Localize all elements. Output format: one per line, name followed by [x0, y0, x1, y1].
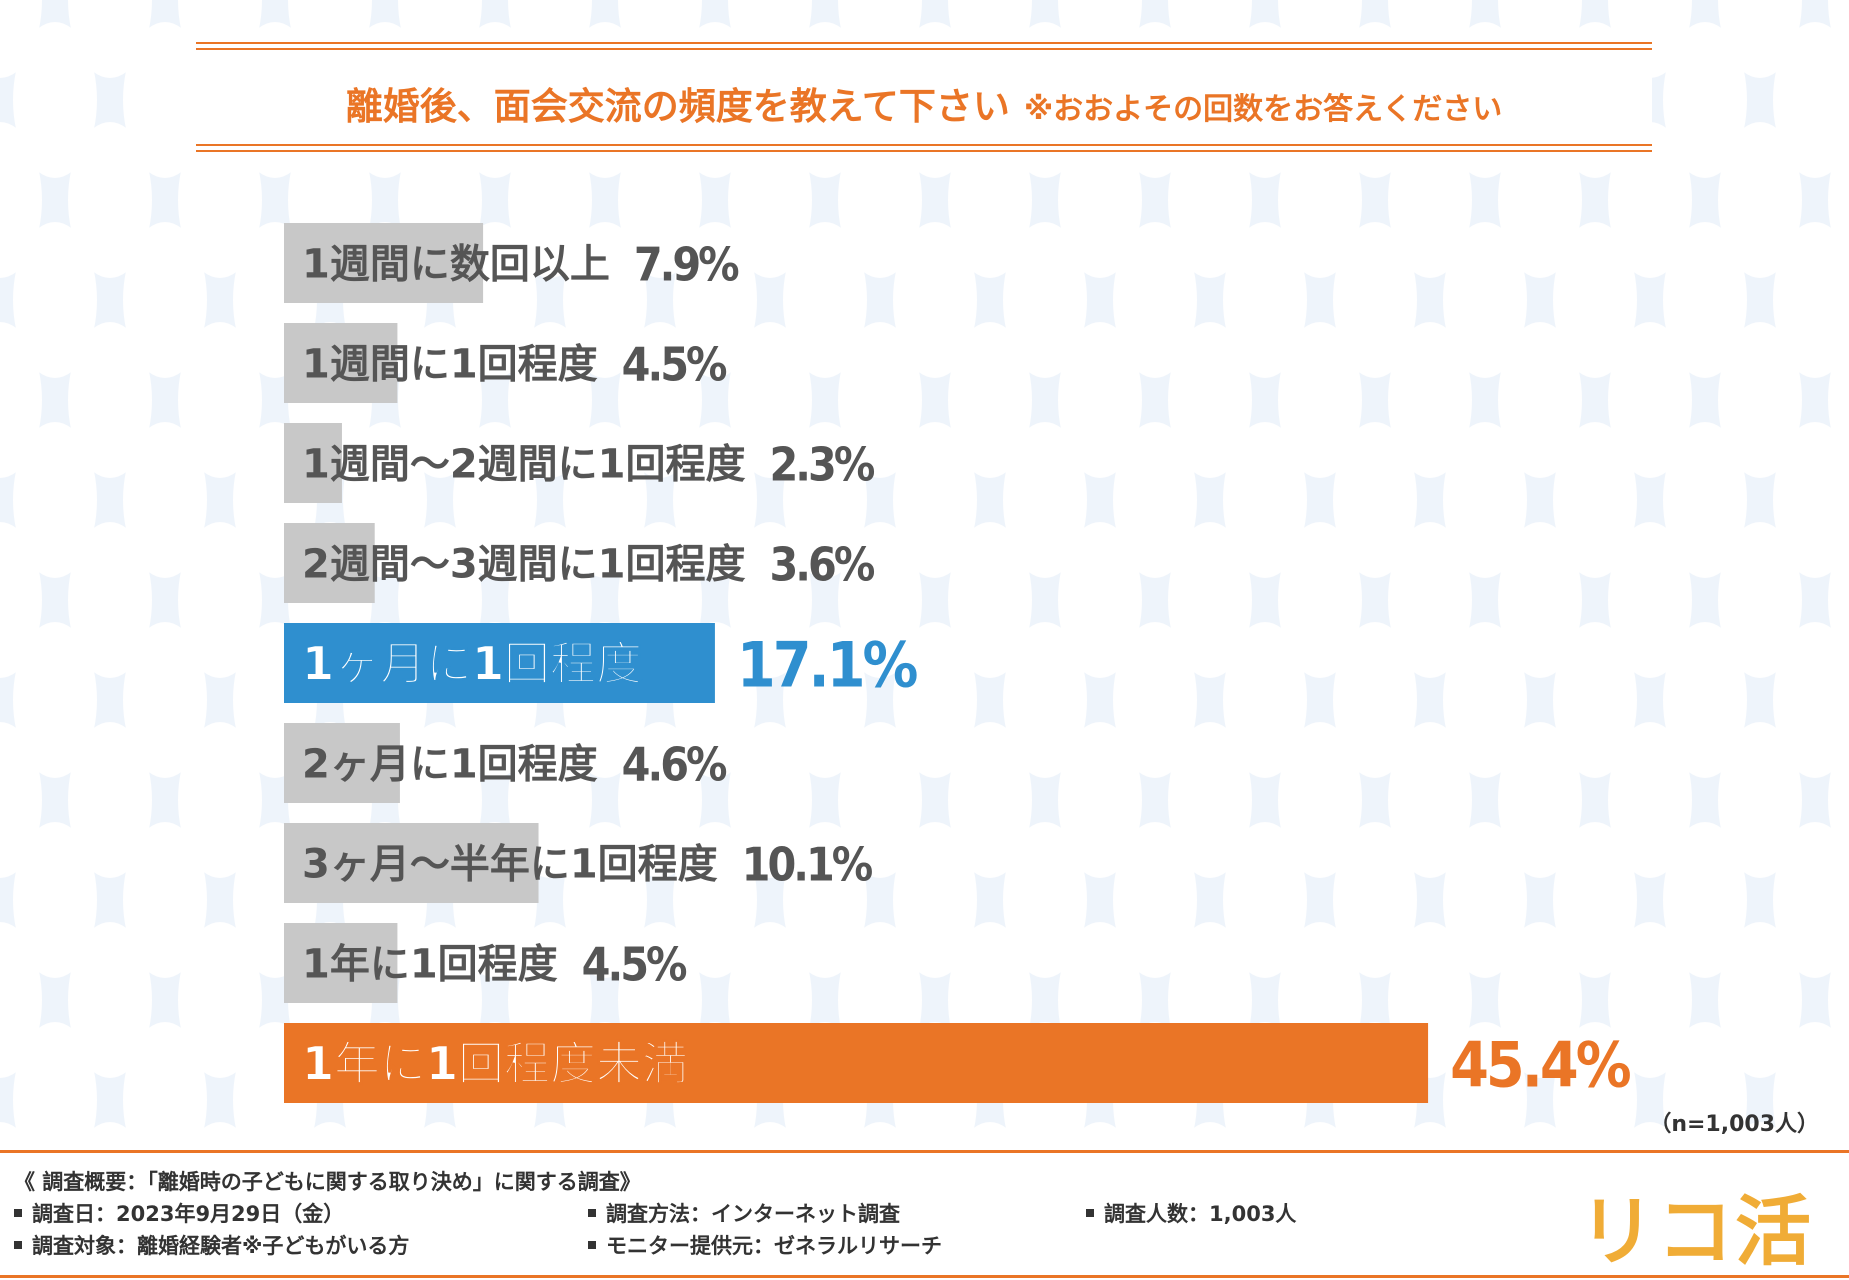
- value-label: 4.5%: [622, 337, 727, 391]
- category-label: 2週間～3週間に1回程度: [302, 541, 746, 587]
- value-label: 2.3%: [770, 437, 875, 491]
- bar: [284, 623, 715, 703]
- bar: [284, 1023, 1429, 1103]
- survey-target: 調査対象：離婚経験者※子どもがいる方: [14, 1230, 409, 1260]
- survey-provider-text: モニター提供元：ゼネラルリサーチ: [606, 1234, 942, 1258]
- bar: [284, 723, 400, 803]
- survey-provider: モニター提供元：ゼネラルリサーチ: [588, 1230, 942, 1260]
- bullet-icon: [588, 1209, 596, 1217]
- category-label: 2ヶ月に1回程度: [302, 741, 598, 787]
- category-label: 3ヶ月～半年に1回程度: [302, 841, 718, 887]
- sample-size-note: （n=1,003人）: [1649, 1112, 1819, 1137]
- survey-count: 調査人数：1,003人: [1086, 1198, 1296, 1228]
- title-rule-top-inner: [196, 48, 1652, 50]
- value-label: 45.4%: [1450, 1029, 1631, 1102]
- survey-target-text: 調査対象：離婚経験者※子どもがいる方: [32, 1234, 410, 1258]
- value-label: 4.6%: [622, 737, 727, 791]
- footer: 《 調査概要：「離婚時の子どもに関する取り決め」に関する調査》 調査日：2023…: [0, 1150, 1849, 1280]
- bar-chart: 1週間に数回以上 7.9% 1週間に1回程度 4.5% 1週間～2週間に1回程度 2.3%…: [284, 223, 1634, 1103]
- category-label: 1週間に数回以上: [302, 241, 610, 287]
- bar: [284, 223, 484, 303]
- category-label: 1週間に1回程度: [302, 341, 598, 387]
- chart-title: 離婚後、面会交流の頻度を教えて下さい ※おおよその回数をお答えください: [196, 76, 1652, 130]
- title-main: 離婚後、面会交流の頻度を教えて下さい: [345, 85, 1010, 128]
- value-label: 4.5%: [582, 937, 687, 991]
- brand-logo: リコ活: [1579, 1187, 1813, 1276]
- title-rule-bottom-inner: [196, 144, 1652, 146]
- title-rule-bottom: [196, 150, 1652, 152]
- footer-rule-top: [0, 1150, 1849, 1153]
- title-box: 離婚後、面会交流の頻度を教えて下さい ※おおよその回数をお答えください: [196, 42, 1652, 152]
- title-rule-top: [196, 42, 1652, 44]
- title-note: ※おおよその回数をお答えください: [1023, 92, 1503, 127]
- bullet-icon: [14, 1241, 22, 1249]
- category-label: 1年に1回程度未満: [302, 1037, 688, 1091]
- footer-rule-bottom: [0, 1275, 1849, 1278]
- bar: [284, 523, 375, 603]
- value-label: 3.6%: [770, 537, 875, 591]
- value-label: 10.1%: [742, 837, 873, 891]
- category-label: 1ヶ月に1回程度: [302, 637, 642, 691]
- value-label: 7.9%: [634, 237, 739, 291]
- survey-date: 調査日：2023年9月29日（金）: [14, 1198, 344, 1228]
- bar: [284, 323, 398, 403]
- bullet-icon: [14, 1209, 22, 1217]
- category-label: 1週間～2週間に1回程度: [302, 441, 746, 487]
- survey-count-text: 調査人数：1,003人: [1104, 1202, 1297, 1226]
- bar: [284, 423, 342, 503]
- bar: [284, 823, 539, 903]
- value-label: 17.1%: [737, 629, 918, 702]
- survey-method-text: 調査方法：インターネット調査: [606, 1202, 900, 1226]
- survey-method: 調査方法：インターネット調査: [588, 1198, 900, 1228]
- bullet-icon: [588, 1241, 596, 1249]
- bar: [284, 923, 398, 1003]
- survey-date-text: 調査日：2023年9月29日（金）: [32, 1202, 345, 1226]
- bullet-icon: [1086, 1209, 1094, 1217]
- survey-title: 《 調査概要：「離婚時の子どもに関する取り決め」に関する調査》: [14, 1170, 641, 1194]
- category-label: 1年に1回程度: [302, 941, 558, 987]
